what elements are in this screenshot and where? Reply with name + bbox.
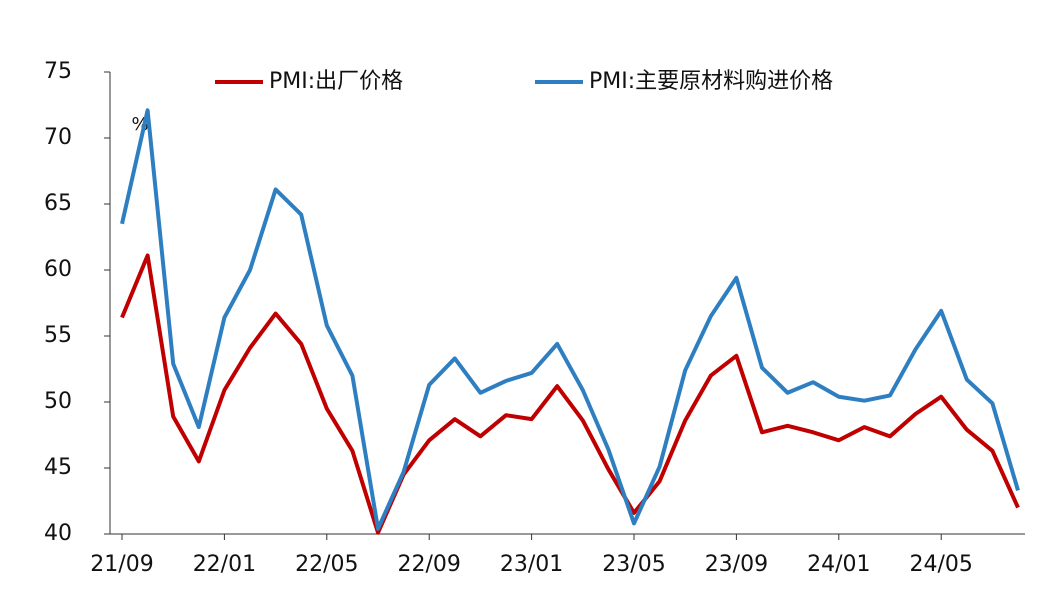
- x-tick-label: 23/01: [500, 552, 563, 577]
- y-tick-label: 50: [44, 389, 72, 414]
- series-line: [120, 253, 1020, 535]
- x-tick-label: 23/09: [705, 552, 768, 577]
- series-line: [120, 108, 1020, 531]
- x-tick-label: 22/01: [193, 552, 256, 577]
- y-tick-label: 60: [44, 257, 72, 282]
- y-tick-label: 75: [44, 59, 72, 84]
- x-tick-label: 22/05: [295, 552, 358, 577]
- x-tick-label: 24/01: [807, 552, 870, 577]
- x-tick-label: 22/09: [397, 552, 460, 577]
- legend-label: PMI:出厂价格: [269, 69, 403, 94]
- x-tick-label: 24/05: [909, 552, 972, 577]
- x-tick-label: 21/09: [90, 552, 153, 577]
- y-tick-label: 55: [44, 323, 72, 348]
- y-tick-label: 45: [44, 455, 72, 480]
- legend-label: PMI:主要原材料购进价格: [589, 69, 833, 94]
- y-tick-label: 65: [44, 191, 72, 216]
- x-tick-label: 23/05: [602, 552, 665, 577]
- y-tick-label: 70: [44, 125, 72, 150]
- y-tick-label: 40: [44, 521, 72, 546]
